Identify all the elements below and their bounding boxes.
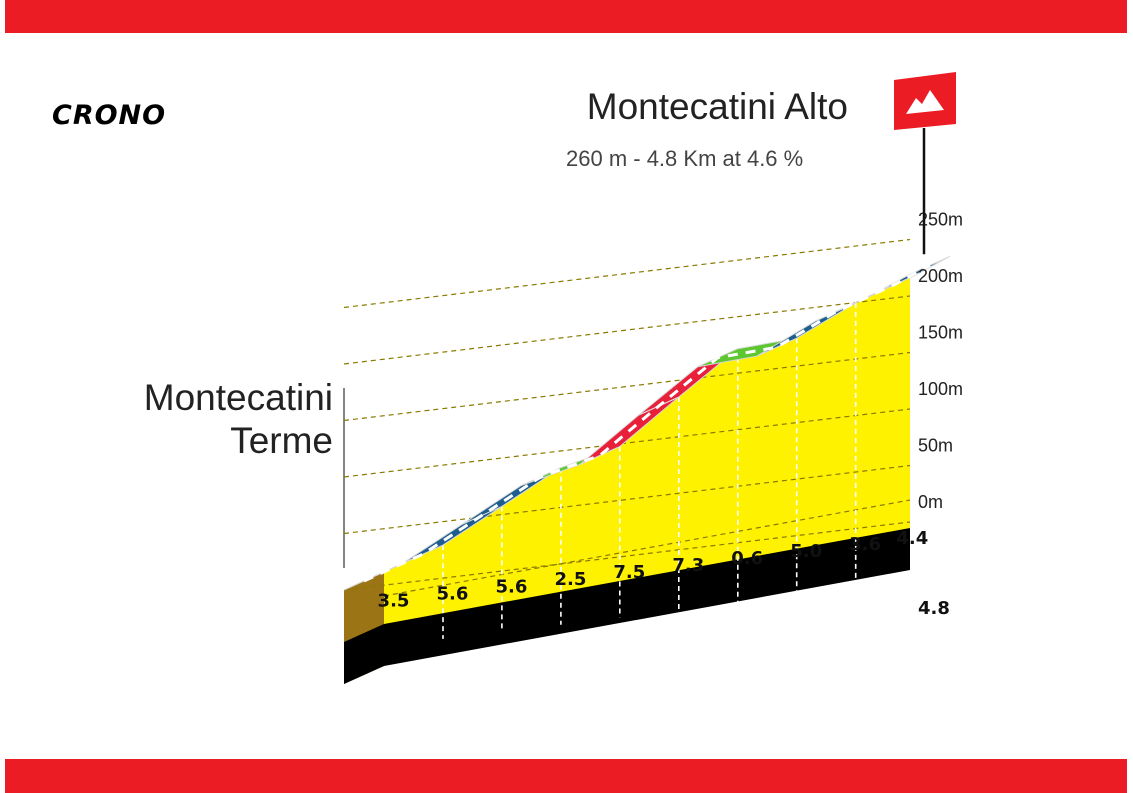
- km-label: 2.5: [663, 647, 695, 668]
- profile-face: [344, 274, 910, 642]
- y-tick-label: 250m: [918, 210, 963, 230]
- start-name-line1: Montecatini: [143, 377, 333, 418]
- gradient-label: 3.5: [378, 591, 410, 612]
- bottom-band: [5, 759, 1127, 793]
- gradient-label: 5.6: [436, 583, 468, 604]
- km-label: 2.0: [604, 654, 636, 675]
- gradient-label: 5.6: [495, 576, 527, 597]
- gradient-label: 4.4: [896, 528, 928, 549]
- km-label: 3.0: [722, 640, 754, 661]
- road-centerline: [363, 263, 931, 583]
- gradient-label: 3.6: [849, 534, 881, 555]
- mountain-peaks-glyph: [906, 90, 944, 114]
- gradient-baseline: [383, 499, 911, 597]
- finish-info: 260 m - 4.8 Km at 4.6 %: [566, 146, 804, 171]
- y-tick-label: 100m: [918, 379, 963, 399]
- km-label: 3.5: [781, 632, 813, 653]
- gradient-label: 5.0: [790, 541, 822, 562]
- elevation-gridline-5: [343, 238, 911, 309]
- km-label: 4.5: [899, 618, 931, 639]
- gradient-label: 7.5: [613, 562, 645, 583]
- profile-body: [343, 274, 910, 684]
- gradient-label: 0.6: [731, 548, 763, 569]
- km-label: 1.5: [545, 661, 577, 682]
- start-name-line2: Terme: [230, 420, 333, 461]
- gradient-label: 7.3: [672, 555, 704, 576]
- finish-flag: [894, 72, 956, 255]
- km-end-label: 4.8: [918, 598, 950, 619]
- profile-base-side: [344, 624, 384, 684]
- y-tick-label: 200m: [918, 266, 963, 286]
- profile-labels: 0m 50m 100m 150m 200m 250m 3.5 5.6 5.6 2.5 7.5 7.3 0…: [378, 210, 963, 696]
- start-name: Montecatini Terme: [144, 376, 333, 462]
- km-label: 4.0: [840, 625, 872, 646]
- y-tick-label: 150m: [918, 323, 963, 343]
- finish-name: Montecatini Alto: [586, 86, 848, 127]
- top-band: [5, 0, 1127, 33]
- mode-label: CRONO: [52, 100, 167, 131]
- profile-gridlines: [343, 238, 916, 639]
- gradient-label: 2.5: [554, 569, 586, 590]
- km-label: 1.0: [486, 668, 518, 689]
- km-label: 0.5: [427, 675, 459, 696]
- profile-base-band: [384, 528, 910, 666]
- y-tick-label: 50m: [918, 436, 953, 456]
- y-tick-label: 0m: [918, 492, 943, 512]
- profile-road: [343, 255, 951, 591]
